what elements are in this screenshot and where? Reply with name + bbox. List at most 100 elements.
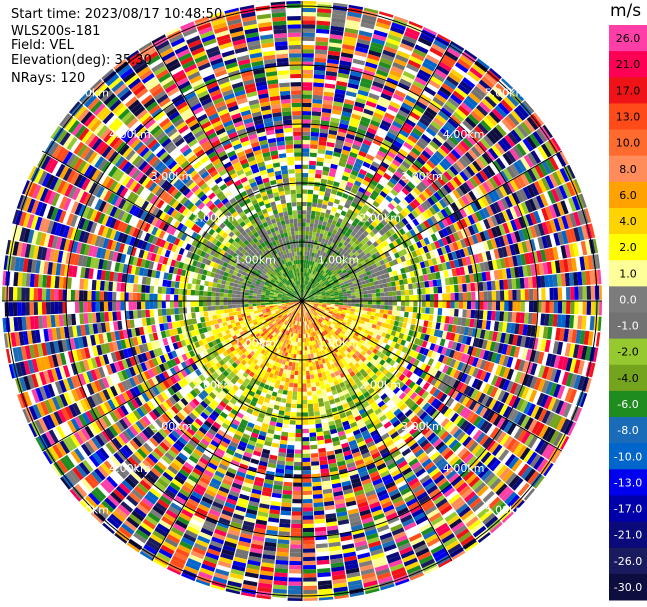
velocity-gate — [339, 183, 346, 189]
velocity-gate — [291, 523, 302, 529]
velocity-gate — [373, 218, 381, 225]
velocity-gate — [430, 169, 440, 179]
velocity-gate — [384, 135, 395, 144]
velocity-gate — [484, 150, 496, 162]
velocity-gate — [348, 251, 354, 257]
velocity-gate — [309, 370, 314, 375]
velocity-gate — [313, 286, 318, 290]
velocity-gate — [392, 291, 397, 296]
velocity-gate — [333, 249, 339, 255]
velocity-gate — [309, 277, 312, 283]
velocity-gate — [346, 248, 352, 255]
velocity-gate — [391, 174, 401, 182]
velocity-gate — [292, 387, 298, 392]
velocity-gate — [316, 12, 331, 18]
velocity-gate — [404, 157, 414, 166]
velocity-gate — [396, 290, 401, 296]
velocity-gate — [570, 286, 575, 300]
velocity-gate — [304, 342, 307, 347]
velocity-gate — [516, 301, 521, 312]
velocity-gate — [306, 251, 310, 257]
velocity-gate — [384, 296, 389, 301]
velocity-gate — [497, 139, 509, 153]
velocity-gate — [315, 267, 319, 272]
velocity-gate — [400, 306, 406, 312]
velocity-gate — [329, 34, 343, 40]
velocity-gate — [377, 65, 390, 74]
velocity-gate — [501, 137, 512, 150]
velocity-gate — [442, 124, 454, 135]
velocity-gate — [350, 147, 360, 155]
velocity-gate — [304, 289, 307, 294]
velocity-gate — [370, 312, 376, 317]
velocity-gate — [340, 196, 347, 203]
velocity-gate — [380, 219, 388, 226]
velocity-gate — [323, 95, 334, 101]
velocity-gate — [284, 381, 290, 387]
velocity-gate — [506, 166, 517, 179]
velocity-gate — [304, 350, 308, 355]
velocity-gate — [423, 58, 438, 68]
velocity-gate — [332, 238, 337, 244]
velocity-gate — [526, 116, 539, 131]
velocity-gate — [340, 210, 347, 217]
velocity-gate — [282, 485, 293, 491]
velocity-gate — [478, 282, 484, 291]
velocity-gate — [302, 131, 311, 136]
velocity-gate — [357, 200, 365, 208]
velocity-gate — [307, 403, 314, 409]
velocity-gate — [291, 362, 296, 367]
velocity-gate — [311, 361, 316, 367]
velocity-gate — [414, 44, 429, 54]
velocity-gate — [458, 157, 469, 168]
velocity-gate — [289, 378, 294, 384]
velocity-gate — [343, 240, 349, 247]
velocity-gate — [505, 150, 517, 163]
velocity-gate — [462, 119, 474, 131]
velocity-gate — [323, 196, 330, 202]
velocity-gate — [340, 56, 353, 63]
velocity-gate — [343, 103, 354, 110]
velocity-gate — [545, 158, 556, 173]
velocity-gate — [456, 173, 466, 184]
velocity-gate — [492, 175, 502, 187]
velocity-gate — [360, 207, 368, 214]
velocity-gate — [418, 69, 432, 79]
velocity-gate — [279, 518, 291, 524]
velocity-gate — [390, 26, 405, 35]
velocity-gate — [403, 122, 414, 131]
velocity-gate — [401, 125, 412, 135]
velocity-gate — [329, 280, 335, 285]
velocity-gate — [308, 282, 312, 287]
velocity-gate — [369, 214, 377, 221]
velocity-gate — [306, 379, 311, 384]
velocity-gate — [303, 581, 317, 586]
velocity-gate — [475, 172, 486, 184]
velocity-gate — [362, 230, 369, 237]
velocity-gate — [375, 153, 384, 162]
velocity-gate — [478, 184, 488, 195]
velocity-gate — [312, 265, 316, 271]
velocity-gate — [450, 41, 465, 51]
velocity-gate — [344, 167, 352, 174]
velocity-gate — [400, 175, 410, 184]
velocity-gate — [321, 282, 326, 287]
velocity-gate — [459, 140, 471, 152]
velocity-gate — [338, 265, 344, 270]
velocity-gate — [334, 280, 339, 284]
velocity-gate — [312, 285, 316, 289]
velocity-gate — [353, 162, 362, 169]
velocity-gate — [394, 155, 404, 164]
velocity-gate — [430, 233, 438, 242]
velocity-gate — [367, 53, 381, 62]
velocity-gate — [347, 195, 355, 202]
velocity-gate — [372, 234, 379, 241]
velocity-gate — [302, 98, 312, 103]
velocity-gate — [317, 278, 322, 283]
velocity-gate — [289, 548, 302, 553]
velocity-gate — [389, 210, 397, 218]
velocity-gate — [421, 114, 433, 124]
velocity-gate — [385, 230, 392, 238]
velocity-gate — [445, 100, 458, 111]
velocity-gate — [346, 293, 352, 297]
